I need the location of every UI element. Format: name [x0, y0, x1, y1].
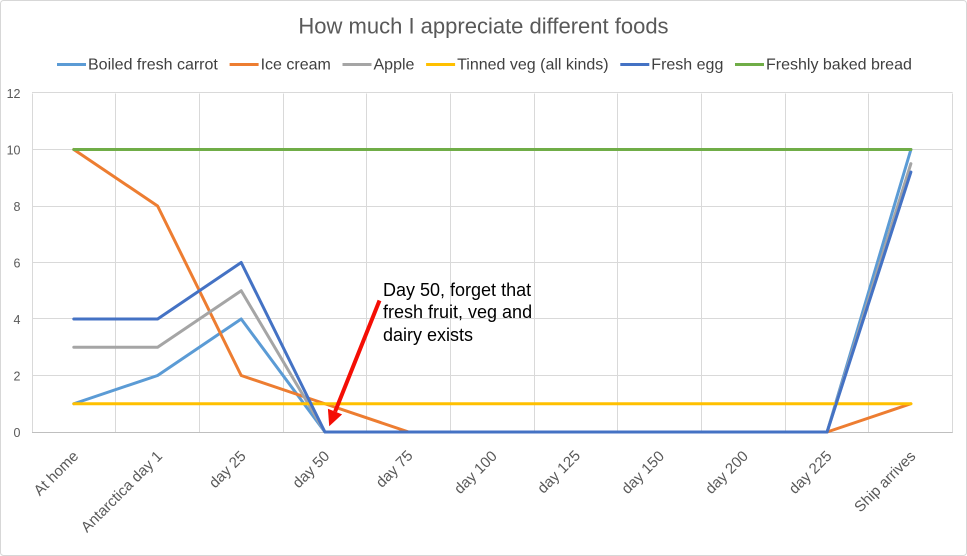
svg-text:0: 0 — [14, 426, 21, 440]
svg-text:6: 6 — [14, 257, 21, 271]
svg-text:Boiled fresh carrot: Boiled fresh carrot — [88, 57, 218, 74]
svg-text:10: 10 — [7, 144, 21, 158]
svg-text:How much I appreciate differen: How much I appreciate different foods — [298, 14, 668, 39]
svg-text:Fresh egg: Fresh egg — [651, 57, 723, 74]
svg-text:Apple: Apple — [374, 57, 415, 74]
svg-text:Ice cream: Ice cream — [261, 57, 331, 74]
svg-text:fresh fruit, veg and: fresh fruit, veg and — [383, 302, 532, 322]
svg-text:dairy exists: dairy exists — [383, 325, 473, 345]
svg-text:Tinned veg (all kinds): Tinned veg (all kinds) — [457, 57, 608, 74]
svg-text:Freshly baked bread: Freshly baked bread — [766, 57, 912, 74]
svg-text:12: 12 — [7, 87, 21, 101]
svg-text:2: 2 — [14, 370, 21, 384]
svg-text:4: 4 — [14, 313, 21, 327]
svg-text:8: 8 — [14, 200, 21, 214]
svg-text:Day 50, forget that: Day 50, forget that — [383, 280, 531, 300]
